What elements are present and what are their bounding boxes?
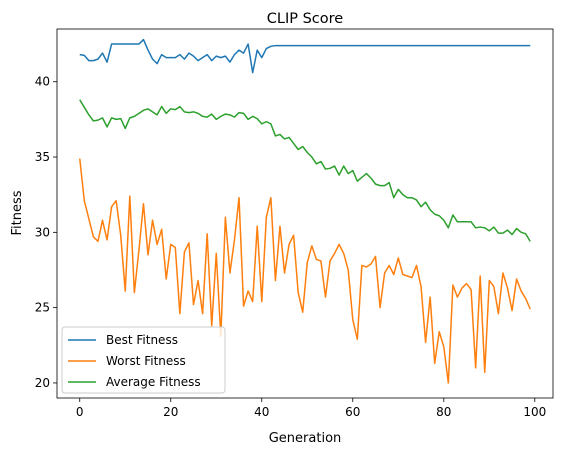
legend-label: Worst Fitness: [106, 354, 186, 368]
x-tick-label: 40: [254, 405, 269, 419]
legend: Best Fitness Worst Fitness Average Fitness: [61, 326, 226, 394]
x-axis-ticks: 0 20 40 60 80 100: [76, 398, 546, 419]
x-tick-label: 60: [345, 405, 360, 419]
x-tick-label: 0: [76, 405, 84, 419]
x-tick-label: 100: [523, 405, 546, 419]
y-tick-label: 25: [35, 301, 50, 315]
x-tick-label: 80: [436, 405, 451, 419]
y-axis-label: Fitness: [10, 190, 25, 235]
y-axis-ticks: 20 25 30 35 40: [35, 75, 57, 390]
plot-frame: [56, 28, 554, 399]
x-axis-label: Generation: [269, 431, 342, 446]
series-line-average-fitness: [79, 99, 531, 242]
y-tick-label: 35: [35, 150, 50, 164]
y-tick-label: 30: [35, 225, 50, 239]
y-tick-label: 20: [35, 376, 50, 390]
legend-label: Best Fitness: [106, 333, 178, 347]
legend-label: Average Fitness: [106, 375, 201, 389]
chart-title: CLIP Score: [267, 11, 344, 27]
plot-area: [79, 38, 531, 384]
series-line-best-fitness: [79, 38, 531, 74]
legend-box: [61, 326, 226, 394]
x-tick-label: 20: [163, 405, 178, 419]
series-line-worst-fitness: [79, 158, 531, 384]
y-tick-label: 40: [35, 75, 50, 89]
